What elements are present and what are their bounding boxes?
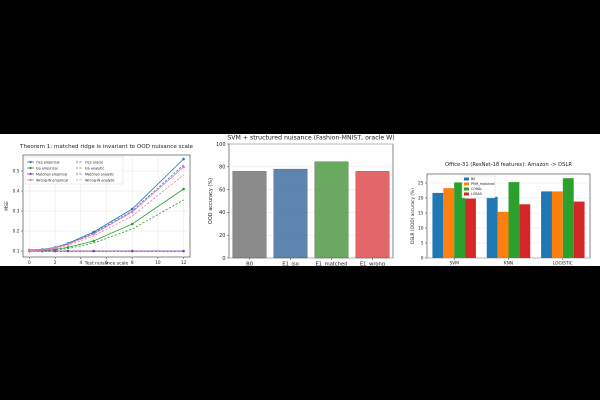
- chart1-point-6: [53, 246, 57, 250]
- chart1-xlabel: Test nuisance scale: [84, 261, 129, 267]
- chart1-ytick-label: 0.5: [13, 169, 20, 175]
- chart1-legend-label: Matched analytic: [85, 172, 114, 176]
- chart3-legend-swatch: [464, 177, 469, 181]
- chart3-ytick-label: 0: [421, 256, 424, 262]
- chart2-bar-E1_wrong: [355, 171, 390, 259]
- chart3-bar-SVM-0: [432, 192, 444, 258]
- chart1-xtick-label: 6: [105, 260, 108, 266]
- chart3-ytick-label: 10: [418, 226, 424, 232]
- chart2-title: SVM + structured nuisance (Fashion-MNIST…: [227, 135, 394, 142]
- chart2-ytick-label: 100: [216, 142, 226, 148]
- chart1-ylabel: MSE: [4, 201, 10, 211]
- chart1-legend-label: Iso empirical: [36, 166, 58, 170]
- chart3-legend-swatch: [464, 182, 469, 186]
- chart3-legend-label: CORAL: [471, 187, 482, 191]
- chart3-legend-swatch: [464, 187, 469, 191]
- chart3-ytick-label: 15: [418, 211, 424, 217]
- chart3-legend-box: [461, 175, 496, 199]
- chart3-bar-KNN-3: [519, 204, 531, 258]
- chart2-ytick-label: 0: [222, 256, 225, 262]
- chart1-point-6: [182, 165, 185, 169]
- chart1-xtick-label: 4: [79, 260, 82, 266]
- chart1-xtick-label: 2: [54, 260, 57, 266]
- chart3-ylabel: DSLR (OOD) accuracy (%): [410, 188, 416, 244]
- chart2-xtick-label: E1_iso: [282, 262, 299, 267]
- chart2-ytick-label: 40: [219, 210, 225, 216]
- chart2-ytick-label: 80: [219, 165, 225, 171]
- chart3-title: Office-31 (ResNet-18 features): Amazon -…: [445, 162, 572, 168]
- chart1-legend-label: Wrong-W analytic: [85, 178, 115, 182]
- chart1-point-6: [92, 232, 95, 236]
- chart1-legend-marker: [29, 166, 32, 170]
- chart1-point-0: [92, 230, 95, 234]
- chart3-legend-label: B0: [471, 177, 475, 181]
- chart3-xtick-label: SVM: [449, 261, 459, 267]
- chart2-ylabel: OOD accuracy (%): [208, 178, 214, 224]
- chart1-legend-label: OLS oracle: [85, 160, 103, 164]
- chart3-bar-KNN-2: [508, 182, 520, 258]
- chart1-legend-label: Iso analytic: [85, 166, 104, 170]
- chart3-legend-swatch: [464, 192, 469, 196]
- bar-chart-svm: SVM + structured nuisance (Fashion-MNIST…: [208, 135, 395, 268]
- chart1-ytick-label: 0.1: [13, 249, 20, 255]
- chart3-ytick-label: 5: [421, 241, 424, 247]
- chart1-legend-label: OLS empirical: [36, 160, 60, 164]
- figure-canvas: Theorem 1: matched ridge is invariant to…: [4, 135, 591, 268]
- chart3-bar-LOGISTIC-0: [541, 191, 552, 258]
- chart1-point-2: [182, 187, 185, 191]
- chart2-bar-E1_matched: [314, 161, 349, 259]
- bar-chart-office31: Office-31 (ResNet-18 features): Amazon -…: [410, 162, 591, 267]
- chart1-xtick-label: 0: [28, 260, 31, 266]
- chart2-ytick-label: 20: [219, 233, 225, 239]
- chart3-ytick-label: 20: [418, 196, 424, 202]
- chart3-legend-label: PMH_matched: [471, 182, 495, 186]
- figure-strip: Theorem 1: matched ridge is invariant to…: [0, 134, 600, 268]
- chart3-legend-label: LORAS: [471, 192, 482, 196]
- chart1-ytick-label: 0.3: [13, 209, 20, 215]
- chart1-point-2: [92, 239, 95, 243]
- chart3-xtick-label: KNN: [504, 261, 513, 267]
- chart1-ytick-label: 0.4: [13, 189, 20, 195]
- line-chart-theorem1: Theorem 1: matched ridge is invariant to…: [4, 144, 194, 267]
- chart1-legend-marker: [29, 178, 32, 182]
- chart1-point-2: [130, 222, 134, 226]
- chart1-xtick-label: 8: [131, 260, 134, 266]
- chart1-legend-label: Matched empirical: [36, 172, 67, 176]
- chart1-legend-box: [24, 156, 124, 185]
- chart3-ytick-label: 25: [418, 181, 424, 187]
- chart2-xtick-label: E1_wrong: [360, 262, 385, 267]
- chart2-bar-E1_iso: [273, 168, 308, 259]
- chart1-point-6: [130, 210, 134, 214]
- chart1-xtick-label: 12: [181, 260, 187, 266]
- chart1-point-4: [53, 249, 57, 253]
- chart3-bar-SVM-2: [454, 182, 466, 258]
- chart1-series-line-7: [29, 174, 184, 252]
- chart1-title: Theorem 1: matched ridge is invariant to…: [19, 144, 193, 150]
- chart2-bar-B0: [232, 171, 267, 259]
- chart3-bar-LOGISTIC-2: [562, 178, 574, 258]
- chart1-ytick-label: 0.2: [13, 229, 20, 235]
- chart2-xtick-label: B0: [246, 262, 253, 267]
- chart3-bar-SVM-1: [443, 188, 455, 258]
- chart1-legend-label: Wrong-W empirical: [36, 178, 68, 182]
- chart2-ytick-label: 60: [219, 187, 225, 193]
- chart3-bar-LOGISTIC-3: [573, 201, 585, 258]
- chart3-bar-KNN-0: [486, 196, 498, 258]
- chart1-xtick-label: 10: [155, 260, 161, 266]
- chart3-xtick-label: LOGISTIC: [553, 261, 573, 267]
- chart1-legend-marker: [29, 160, 32, 164]
- chart1-legend-marker: [29, 172, 32, 176]
- chart3-bar-KNN-1: [497, 211, 509, 258]
- chart3-bar-LOGISTIC-1: [551, 191, 563, 258]
- chart3-bar-SVM-3: [465, 198, 476, 258]
- chart1-legend: OLS empirical OLS oracle Iso empirical Iso …: [24, 156, 124, 185]
- chart2-xtick-label: E1_matched: [315, 262, 347, 267]
- chart1-point-0: [130, 207, 134, 211]
- chart1-point-0: [182, 157, 185, 161]
